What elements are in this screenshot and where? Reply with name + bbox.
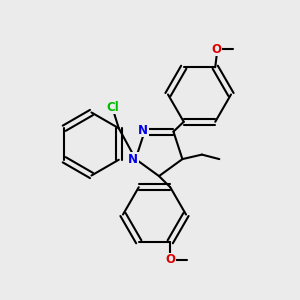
Text: N: N	[128, 153, 138, 166]
Text: Cl: Cl	[106, 101, 119, 114]
Text: O: O	[212, 43, 222, 56]
Text: O: O	[165, 253, 175, 266]
Text: N: N	[138, 124, 148, 136]
